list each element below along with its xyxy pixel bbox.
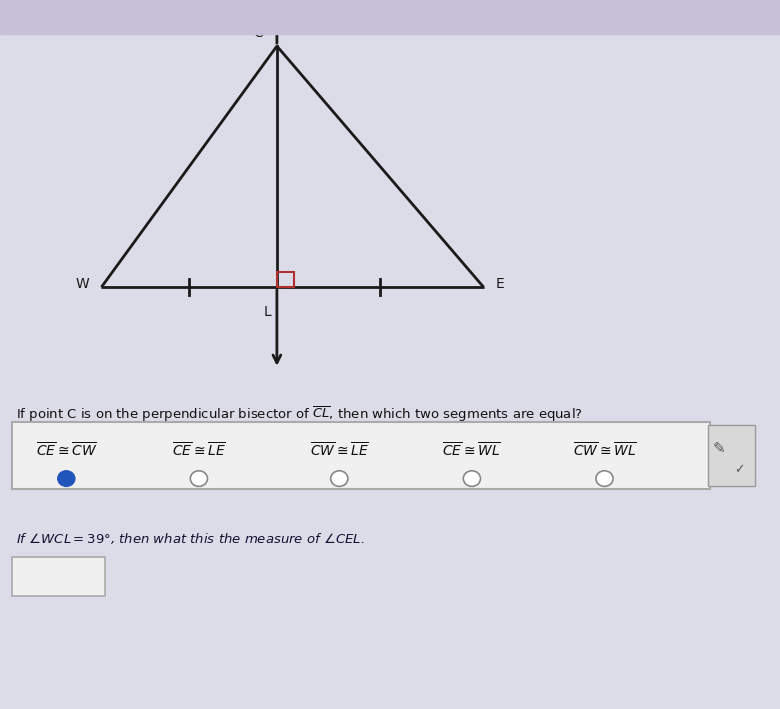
Text: ✓: ✓ [734, 463, 745, 476]
Text: If $\angle WCL = 39°$, then what this the measure of $\angle CEL$.: If $\angle WCL = 39°$, then what this th… [16, 531, 364, 547]
Text: L: L [264, 305, 271, 319]
Bar [12, 557, 105, 596]
Bar [277, 272, 294, 287]
Text: $\overline{CE}\cong\overline{WL}$: $\overline{CE}\cong\overline{WL}$ [442, 441, 502, 459]
Bar [708, 425, 755, 486]
Circle shape [596, 471, 613, 486]
Bar [0, 0, 780, 34]
Circle shape [58, 471, 75, 486]
Text: $\overline{CW}\cong\overline{LE}$: $\overline{CW}\cong\overline{LE}$ [310, 441, 369, 459]
Text: $\overline{CW}\cong\overline{WL}$: $\overline{CW}\cong\overline{WL}$ [573, 441, 636, 459]
Circle shape [190, 471, 207, 486]
Text: If point C is on the perpendicular bisector of $\overline{CL}$, then which two s: If point C is on the perpendicular bisec… [16, 405, 583, 425]
Bar [12, 422, 710, 489]
Text: E: E [495, 277, 504, 291]
Text: $\overline{CE}\cong\overline{LE}$: $\overline{CE}\cong\overline{LE}$ [172, 441, 226, 459]
Text: $\overline{CE}\cong\overline{CW}$: $\overline{CE}\cong\overline{CW}$ [36, 441, 97, 459]
Text: W: W [76, 277, 90, 291]
Text: ✎: ✎ [713, 441, 725, 456]
Text: C: C [253, 26, 263, 40]
Circle shape [331, 471, 348, 486]
Circle shape [463, 471, 480, 486]
